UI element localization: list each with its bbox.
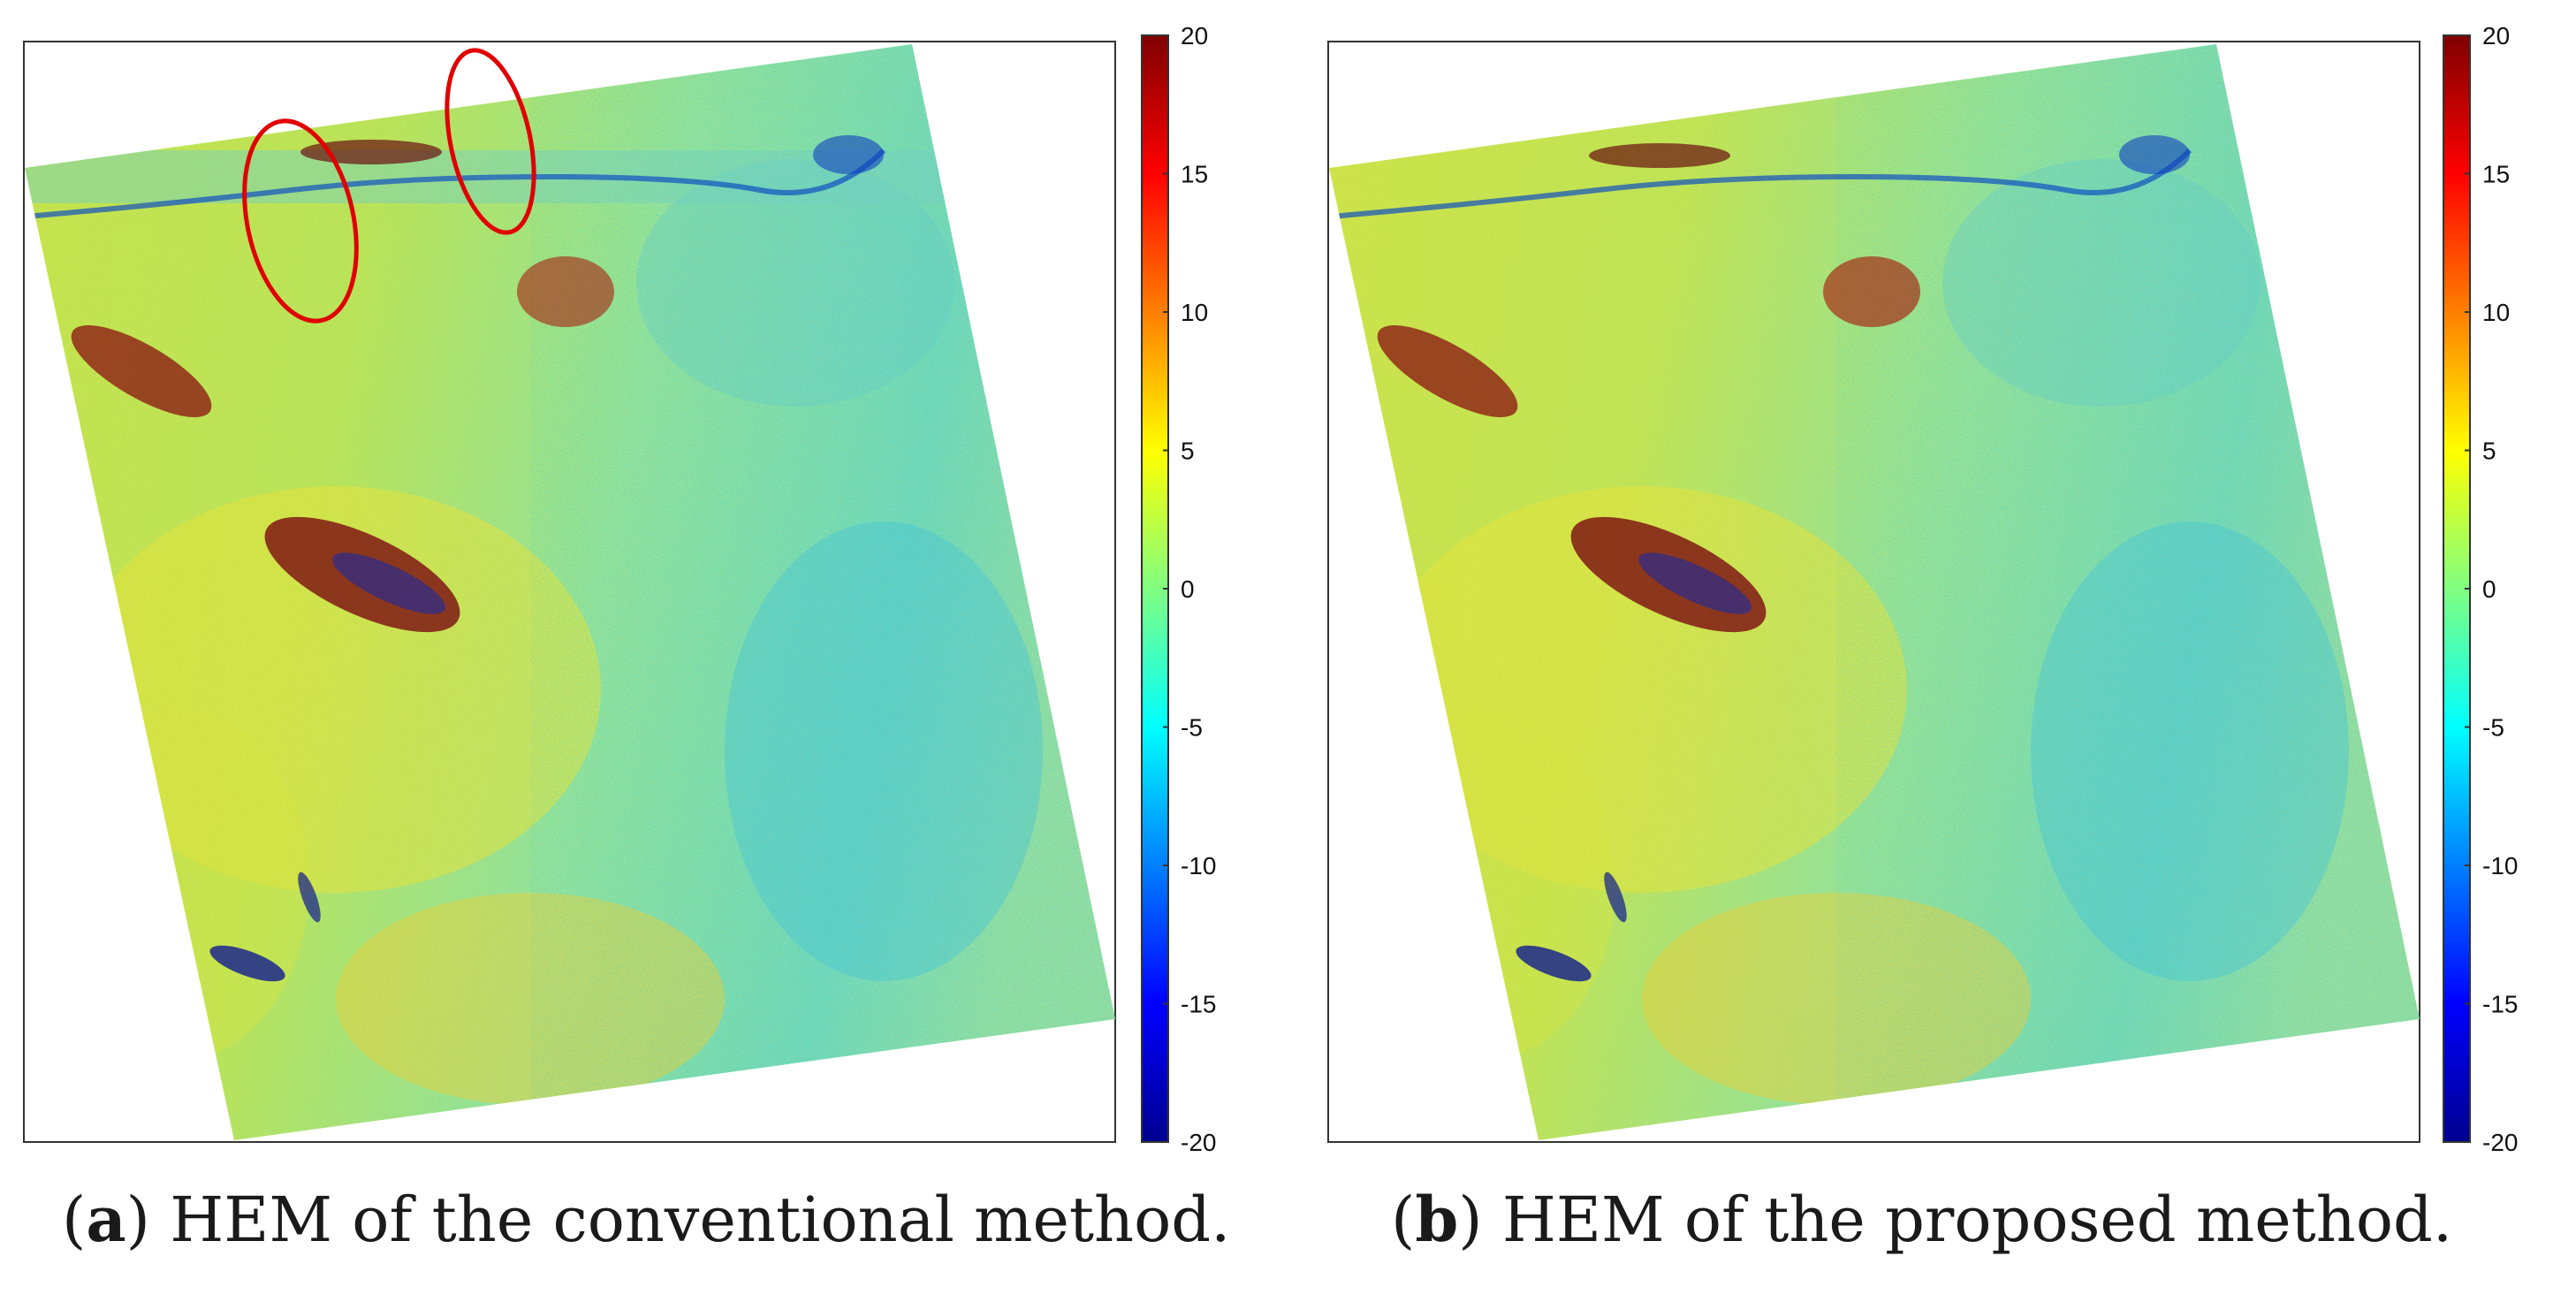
map-figure-b: 20 15 10 5 0 -5 -10 -15 -20: [1327, 22, 2518, 1156]
caption-label: b: [1415, 1183, 1459, 1256]
colorbar-tick-label: -10: [2482, 852, 2518, 879]
colorbar-ticks: 20 15 10 5 0 -5 -10 -15 -20: [2465, 22, 2518, 1156]
colorbar-ticks: 20 15 10 5 0 -5 -10 -15 -20: [1163, 22, 1216, 1156]
panel-b: 20 15 10 5 0 -5 -10 -15 -20 (b) HEM of the propo…: [1306, 0, 2576, 1302]
caption-label: a: [86, 1183, 126, 1256]
colorbar-tick-label: -15: [1181, 991, 1216, 1018]
caption-text: HEM of the conventional method.: [149, 1184, 1231, 1256]
annotation-ellipse-1: [242, 118, 359, 324]
terrain-features: [26, 135, 886, 982]
colorbar: 20 15 10 5 0 -5 -10 -15 -20: [1141, 22, 1216, 1156]
caption-b: (b) HEM of the proposed method.: [1391, 1183, 2453, 1256]
axes-frame: [23, 41, 1116, 1143]
colorbar-tick-label: 10: [2482, 299, 2510, 326]
colorbar-tick-label: -5: [1181, 714, 1203, 742]
colorbar-tick-label: 0: [1181, 575, 1195, 603]
caption-a: (a) HEM of the conventional method.: [62, 1183, 1231, 1256]
colorbar-tick-label: 10: [1181, 299, 1208, 326]
annotation-ellipses: [242, 48, 536, 324]
colorbar-tick-label: -10: [1181, 852, 1216, 879]
map-figure-a: 20 15 10 5 0 -5 -10 -15 -20: [23, 22, 1216, 1156]
colorbar-tick-label: 20: [2482, 22, 2510, 49]
colorbar-tick-label: 5: [1181, 438, 1195, 465]
colorbar-tick-label: 15: [2482, 161, 2510, 188]
colorbar-tick-label: 20: [1181, 22, 1208, 49]
colorbar-tick-label: 0: [2482, 575, 2496, 603]
panel-a: 20 15 10 5 0 -5 -10 -15 -20 (a) HEM of the conve…: [23, 22, 1231, 1256]
height-error-map: [25, 44, 1115, 1140]
colorbar-tick-label: -20: [2482, 1129, 2518, 1156]
colorbar-tick-label: 5: [2482, 438, 2496, 465]
colorbar-tick-label: 15: [1181, 161, 1208, 188]
annotation-ellipse-2: [445, 48, 536, 235]
colorbar-tick-label: -5: [2482, 714, 2504, 742]
axes-frame: [1327, 41, 2420, 1143]
terrain-features: [1330, 135, 2192, 982]
colorbar: 20 15 10 5 0 -5 -10 -15 -20: [2443, 22, 2518, 1156]
colorbar-tick-label: -20: [1181, 1129, 1216, 1156]
height-error-map: [1329, 44, 2420, 1140]
colorbar-tick-label: -15: [2482, 991, 2518, 1018]
caption-text: HEM of the proposed method.: [1482, 1184, 2453, 1256]
